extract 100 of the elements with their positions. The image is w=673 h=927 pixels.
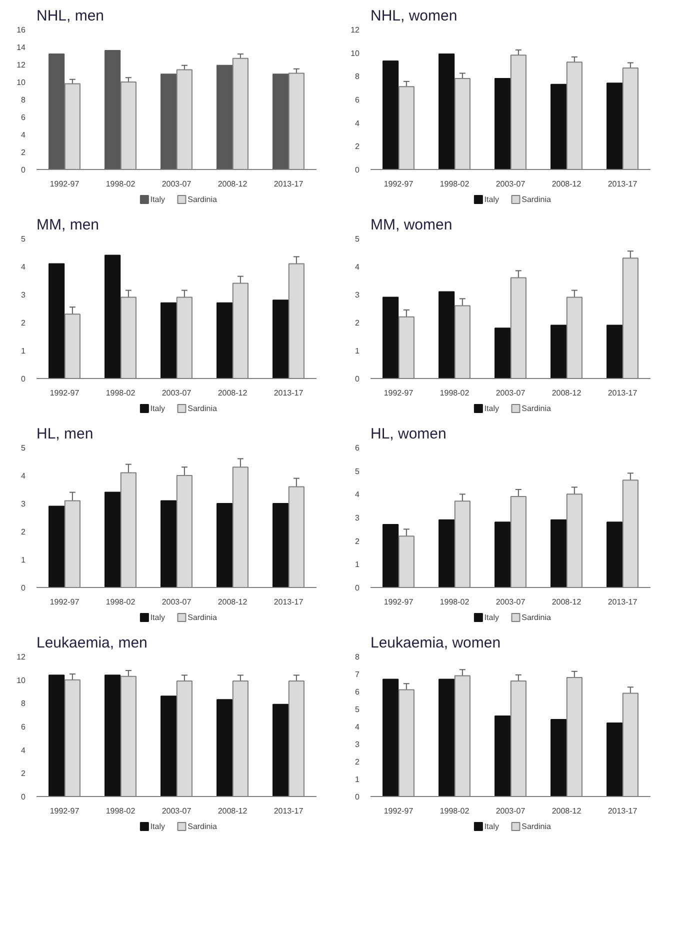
y-tick-label: 6 (355, 444, 360, 452)
y-tick-label: 4 (355, 490, 360, 500)
y-tick-label: 0 (21, 792, 26, 802)
y-tick-label: 5 (355, 705, 360, 714)
x-tick-label: 2003-07 (496, 806, 526, 816)
x-tick-label: 2003-07 (162, 180, 192, 188)
bar (438, 519, 455, 588)
x-tick-label: 1998-02 (440, 388, 470, 398)
bar (606, 522, 623, 588)
legend-label: Sardinia (522, 613, 552, 622)
y-tick-label: 0 (355, 166, 360, 174)
bar (272, 300, 289, 378)
x-tick-label: 1998-02 (440, 598, 470, 606)
y-tick-label: 4 (355, 118, 360, 128)
x-tick-label: 2013-17 (608, 388, 638, 398)
y-tick-label: 3 (355, 514, 360, 522)
y-tick-label: 0 (21, 584, 26, 592)
x-tick-label: 2013-17 (608, 598, 638, 606)
bar (48, 674, 65, 796)
bar (494, 716, 511, 796)
bar (160, 696, 177, 796)
x-tick-label: 1992-97 (384, 806, 414, 816)
x-tick-label: 1998-02 (440, 180, 470, 188)
x-tick-label: 2003-07 (496, 180, 526, 188)
legend-label: Italy (150, 822, 165, 831)
bar (550, 324, 567, 378)
legend-label: Italy (484, 195, 499, 204)
legend-label: Sardinia (188, 195, 218, 204)
bar (48, 263, 65, 378)
bar (272, 74, 289, 170)
bar (494, 328, 511, 378)
x-tick-label: 2008-12 (552, 806, 582, 816)
bar (382, 60, 399, 170)
y-tick-label: 3 (21, 290, 26, 300)
chart-title: MM, women (370, 216, 452, 234)
bar (272, 503, 289, 588)
y-tick-label: 3 (21, 500, 26, 508)
y-tick-label: 8 (355, 652, 360, 662)
chart-title: NHL, women (370, 8, 458, 24)
y-tick-label: 3 (355, 290, 360, 300)
bar (606, 324, 623, 378)
x-tick-label: 1998-02 (106, 598, 136, 606)
bar (494, 522, 511, 588)
y-tick-label: 10 (16, 676, 26, 685)
bar (104, 254, 121, 378)
y-tick-label: 2 (355, 318, 360, 328)
y-tick-label: 2 (355, 142, 360, 152)
y-tick-label: 4 (21, 472, 26, 480)
bar (382, 296, 399, 378)
chart-title: MM, men (36, 216, 100, 234)
x-tick-label: 1998-02 (106, 388, 136, 398)
x-tick-label: 2008-12 (552, 598, 582, 606)
y-tick-label: 0 (21, 166, 26, 174)
x-tick-label: 1992-97 (384, 598, 414, 606)
legend-label: Sardinia (188, 822, 218, 831)
y-tick-label: 0 (21, 374, 26, 384)
y-tick-label: 0 (355, 584, 360, 592)
bar (494, 78, 511, 170)
y-tick-label: 6 (21, 113, 26, 122)
y-tick-label: 4 (21, 746, 26, 755)
chart-title: HL, women (370, 426, 446, 442)
y-tick-label: 2 (21, 318, 26, 328)
y-tick-label: 3 (355, 740, 360, 749)
y-tick-label: 4 (355, 262, 360, 272)
bar (550, 519, 567, 588)
x-tick-label: 1992-97 (50, 598, 80, 606)
x-tick-label: 1992-97 (50, 180, 80, 188)
y-tick-label: 5 (21, 234, 26, 244)
y-tick-label: 6 (355, 96, 360, 104)
x-tick-label: 2013-17 (608, 806, 638, 816)
x-tick-label: 2013-17 (274, 180, 304, 188)
x-tick-label: 2008-12 (552, 180, 582, 188)
legend-label: Sardinia (188, 404, 218, 413)
bar (160, 302, 177, 378)
x-tick-label: 2008-12 (552, 388, 582, 398)
x-tick-label: 1998-02 (106, 180, 136, 188)
bar (160, 500, 177, 588)
bar (48, 506, 65, 588)
bar (48, 54, 65, 170)
y-tick-label: 4 (21, 262, 26, 272)
bar (606, 722, 623, 796)
bar (606, 82, 623, 170)
bar (438, 291, 455, 378)
y-tick-label: 2 (355, 758, 360, 766)
y-tick-label: 8 (355, 72, 360, 82)
y-tick-label: 2 (21, 148, 26, 157)
x-tick-label: 2003-07 (162, 388, 192, 398)
bar (216, 64, 233, 170)
y-tick-label: 12 (16, 652, 26, 662)
legend-label: Sardinia (522, 822, 552, 831)
x-tick-label: 1992-97 (384, 180, 414, 188)
y-tick-label: 1 (355, 346, 360, 356)
bar (550, 719, 567, 796)
bar (438, 678, 455, 796)
x-tick-label: 2008-12 (218, 806, 248, 816)
chart-title: HL, men (36, 426, 94, 442)
x-tick-label: 1998-02 (440, 806, 470, 816)
y-tick-label: 0 (355, 374, 360, 384)
x-tick-label: 2003-07 (162, 598, 192, 606)
legend-label: Sardinia (188, 613, 218, 622)
